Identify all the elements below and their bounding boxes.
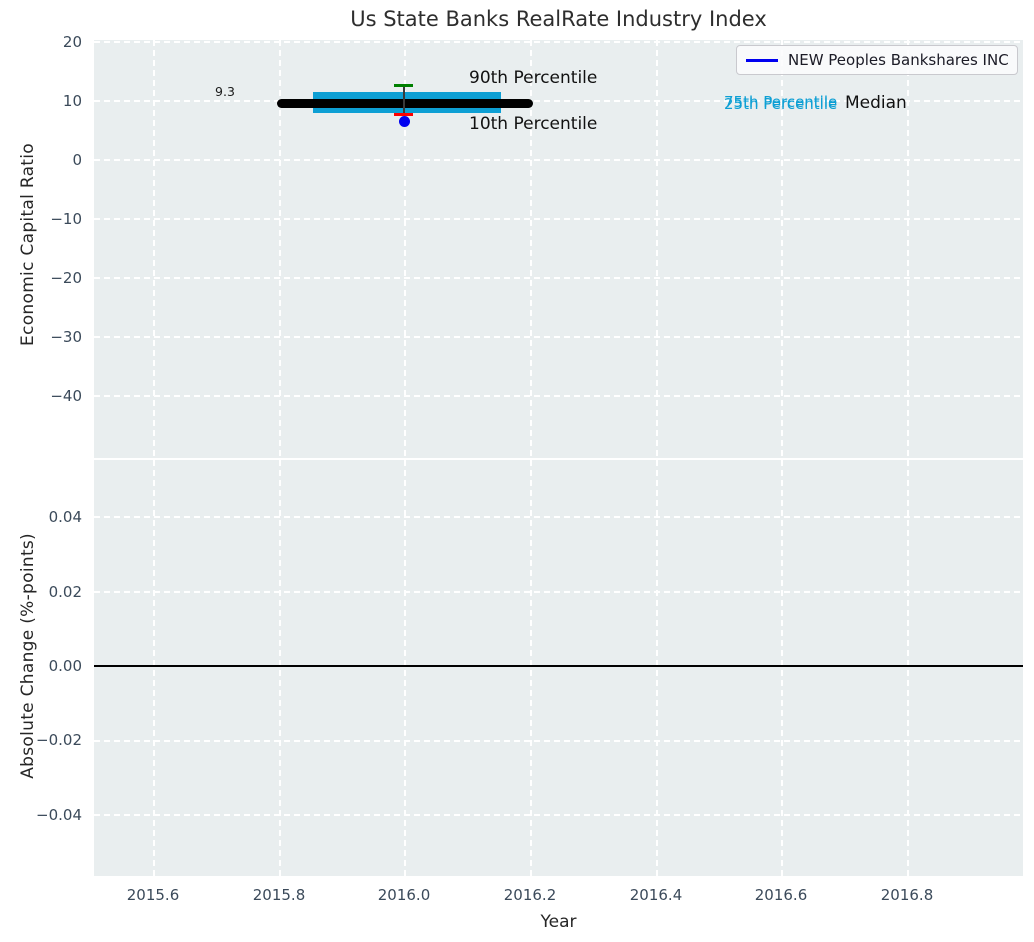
gridline-v bbox=[907, 460, 909, 876]
xtick: 2016.6 bbox=[754, 886, 808, 904]
ytick-bottom: 0.02 bbox=[48, 583, 82, 601]
ytick-bottom: −0.02 bbox=[36, 731, 82, 749]
gridline-v bbox=[907, 40, 909, 458]
gridline-v bbox=[781, 40, 783, 458]
bottom-plot-area bbox=[94, 460, 1023, 876]
percentile-10-marker bbox=[394, 113, 413, 116]
percentile-90-marker bbox=[394, 84, 413, 87]
gridline-h bbox=[94, 395, 1023, 397]
gridline-v bbox=[279, 460, 281, 876]
xtick: 2015.8 bbox=[252, 886, 306, 904]
gridline-h bbox=[94, 100, 1023, 102]
xtick: 2016.8 bbox=[880, 886, 934, 904]
legend-line-sample bbox=[746, 58, 778, 62]
ytick-top: −30 bbox=[50, 328, 82, 346]
ytick-top: −40 bbox=[50, 387, 82, 405]
ytick-top: 0 bbox=[72, 151, 82, 169]
gridline-v bbox=[404, 40, 406, 458]
median-line bbox=[277, 99, 533, 108]
xtick: 2016.0 bbox=[377, 886, 431, 904]
gridline-v bbox=[279, 40, 281, 458]
bottom-y-axis-label: Absolute Change (%-points) bbox=[18, 533, 38, 779]
gridline-h bbox=[94, 336, 1023, 338]
gridline-v bbox=[153, 40, 155, 458]
gridline-v bbox=[530, 40, 532, 458]
ytick-bottom: 0.00 bbox=[48, 657, 82, 675]
legend-label: NEW Peoples Bankshares INC bbox=[788, 51, 1009, 69]
ytick-bottom: 0.04 bbox=[48, 508, 82, 526]
gridline-h bbox=[94, 277, 1023, 279]
ytick-bottom: −0.04 bbox=[36, 806, 82, 824]
gridline-v bbox=[404, 460, 406, 876]
top-plot-area bbox=[94, 40, 1023, 458]
gridline-h bbox=[94, 159, 1023, 161]
annotation-median: Median bbox=[845, 93, 907, 113]
xtick: 2016.2 bbox=[503, 886, 557, 904]
top-y-axis-label: Economic Capital Ratio bbox=[18, 143, 38, 346]
gridline-v bbox=[781, 460, 783, 876]
gridline-v bbox=[656, 40, 658, 458]
ytick-top: 20 bbox=[62, 33, 82, 51]
gridline-h bbox=[94, 814, 1023, 816]
annotation-75th-percentile: 75th Percentile bbox=[724, 92, 838, 111]
ytick-top: −10 bbox=[50, 210, 82, 228]
gridline-h bbox=[94, 41, 1023, 43]
gridline-h bbox=[94, 516, 1023, 518]
chart-title: Us State Banks RealRate Industry Index bbox=[350, 7, 767, 31]
company-data-point bbox=[399, 116, 410, 127]
ytick-top: 10 bbox=[62, 92, 82, 110]
gridline-h bbox=[94, 591, 1023, 593]
zero-reference-line bbox=[94, 665, 1023, 667]
gridline-v bbox=[656, 460, 658, 876]
annotation-10th-percentile: 10th Percentile bbox=[469, 114, 598, 134]
gridline-v bbox=[153, 460, 155, 876]
gridline-h bbox=[94, 218, 1023, 220]
legend: NEW Peoples Bankshares INC bbox=[736, 45, 1018, 75]
gridline-h bbox=[94, 740, 1023, 742]
median-value-label: 9.3 bbox=[215, 84, 235, 99]
x-axis-label: Year bbox=[540, 912, 577, 932]
percentile-whisker-line bbox=[403, 86, 405, 115]
xtick: 2015.6 bbox=[126, 886, 180, 904]
xtick: 2016.4 bbox=[629, 886, 683, 904]
gridline-v bbox=[530, 460, 532, 876]
annotation-90th-percentile: 90th Percentile bbox=[469, 68, 598, 88]
annotation-25th-percentile: 25th Percentile bbox=[724, 94, 838, 113]
ytick-top: −20 bbox=[50, 269, 82, 287]
